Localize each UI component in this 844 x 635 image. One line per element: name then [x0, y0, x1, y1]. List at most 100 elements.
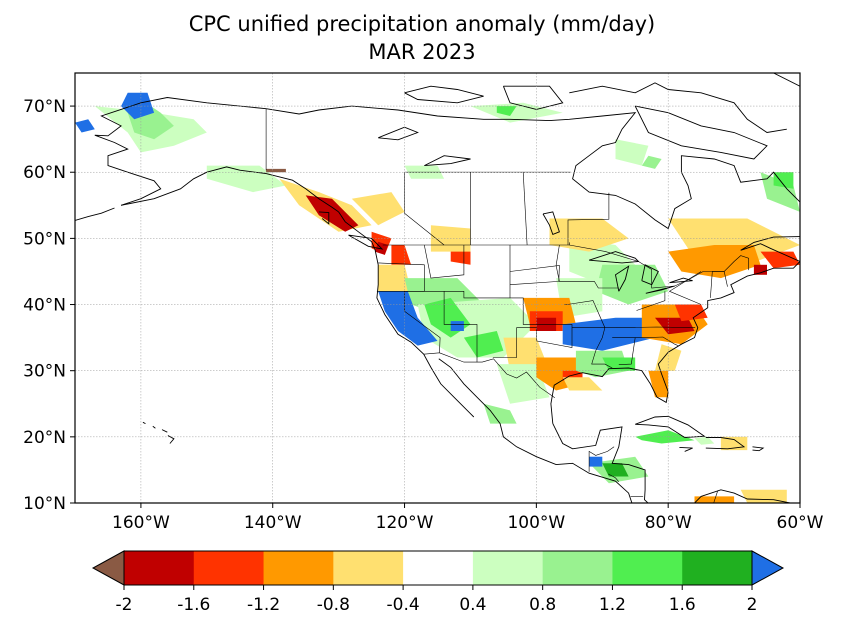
anomaly-patch: [75, 119, 95, 133]
coastline: [161, 429, 168, 433]
coastline: [142, 421, 146, 425]
coastline: [424, 155, 471, 167]
colorbar-frame: [123, 550, 753, 586]
anomaly-patch: [470, 102, 563, 123]
lon-tick-label: 100°W: [507, 513, 565, 533]
coastline: [94, 97, 267, 206]
lon-tick-label: 120°W: [376, 513, 434, 533]
anomaly-patch: [641, 155, 662, 169]
colorbar-segment: [472, 551, 544, 585]
anomaly-patch: [589, 456, 603, 467]
border-line: [572, 326, 696, 329]
map-frame: [74, 72, 801, 504]
lat-tick-label: 50°N: [23, 229, 66, 249]
coastline: [75, 207, 115, 221]
coastline: [569, 82, 787, 133]
border-line: [522, 172, 528, 246]
coastline: [542, 211, 560, 235]
border-line: [569, 244, 749, 289]
colorbar-tick-label: -0.8: [317, 595, 350, 615]
lat-tick-label: 40°N: [23, 296, 66, 316]
border-line: [618, 337, 636, 365]
coastline: [679, 446, 693, 452]
border-line: [376, 290, 573, 358]
border-line: [668, 271, 702, 305]
anomaly-patch: [760, 251, 800, 269]
coastline: [804, 229, 844, 260]
coastline: [614, 265, 630, 292]
anomaly-patch: [708, 503, 748, 510]
lon-tick-labels: 160°W 140°W 120°W 100°W 80°W 60°W: [112, 503, 824, 533]
colorbar-segment: [333, 551, 404, 585]
anomaly-patch: [483, 403, 517, 424]
anomaly-patch: [760, 172, 800, 212]
coastline: [348, 234, 384, 250]
colorbar-segment: [682, 551, 753, 585]
anomaly-patch: [655, 344, 682, 371]
border-line: [404, 172, 445, 246]
colorbar-segment: [263, 551, 334, 585]
border-line: [588, 446, 615, 472]
lon-tick-label: 140°W: [244, 513, 302, 533]
coastline: [152, 425, 156, 429]
anomaly-layer: [75, 92, 800, 510]
lat-tick-label: 10°N: [23, 494, 66, 514]
anomaly-patch: [595, 264, 669, 305]
gridlines: [75, 73, 800, 503]
colorbar-tick-label: -1.6: [177, 595, 210, 615]
colorbar-tick-label: 0.4: [459, 595, 486, 615]
coastline: [318, 211, 330, 225]
colorbar-segment: [542, 551, 613, 585]
anomaly-patch: [655, 317, 695, 335]
anomaly-patch: [378, 291, 438, 346]
anomaly-patch: [562, 377, 603, 391]
colorbar-tick-label: 1.2: [599, 595, 626, 615]
anomaly-patch: [562, 317, 655, 351]
colorbar-segment: [193, 551, 265, 585]
border-line: [443, 291, 478, 363]
map-subtitle: MAR 2023: [368, 40, 476, 64]
coastline: [641, 264, 659, 286]
lat-tick-label: 20°N: [23, 428, 66, 448]
coastline: [645, 285, 675, 294]
anomaly-patch: [378, 264, 412, 292]
border-line: [612, 336, 679, 346]
border-line: [424, 244, 465, 279]
border-line: [713, 491, 718, 503]
border-line: [567, 192, 610, 245]
colorbar-segment: [403, 551, 474, 585]
anomaly-patch: [351, 192, 405, 226]
colorbar-under-arrow: [91, 550, 125, 586]
anomaly-patch: [668, 245, 761, 279]
anomaly-patch: [121, 92, 155, 120]
border-line: [555, 244, 619, 289]
coastline: [552, 423, 649, 503]
anomaly-patch: [305, 195, 359, 232]
colorbar-over-arrow: [751, 550, 785, 586]
colorbar-segment: [612, 551, 683, 585]
lon-tick-label: 60°W: [777, 513, 824, 533]
coastline: [705, 437, 746, 450]
coastline: [693, 489, 791, 503]
colorbar-tick-label: -0.4: [387, 595, 420, 615]
anomaly-patch: [463, 331, 504, 358]
lat-tick-label: 60°N: [23, 163, 66, 183]
colorbar-tick-label: 0.8: [529, 595, 556, 615]
coastline: [338, 211, 475, 418]
border-line: [710, 271, 728, 298]
colorbar-tick-label: 2: [747, 595, 758, 615]
anomaly-patch: [694, 496, 735, 503]
anomaly-patch: [753, 264, 767, 275]
border-line: [423, 352, 555, 399]
map-title: CPC unified precipitation anomaly (mm/da…: [188, 12, 656, 36]
anomaly-patch: [391, 245, 412, 265]
coastline: [121, 166, 339, 213]
coastline: [378, 126, 419, 141]
lon-tick-label: 80°W: [645, 513, 692, 533]
anomaly-patch: [674, 304, 708, 322]
border-line: [382, 242, 570, 246]
border-line: [636, 291, 666, 311]
colorbar: -2 -1.6 -1.2 -0.8 -0.4 0.4 0.8 1.2 1.6 2: [91, 550, 785, 615]
